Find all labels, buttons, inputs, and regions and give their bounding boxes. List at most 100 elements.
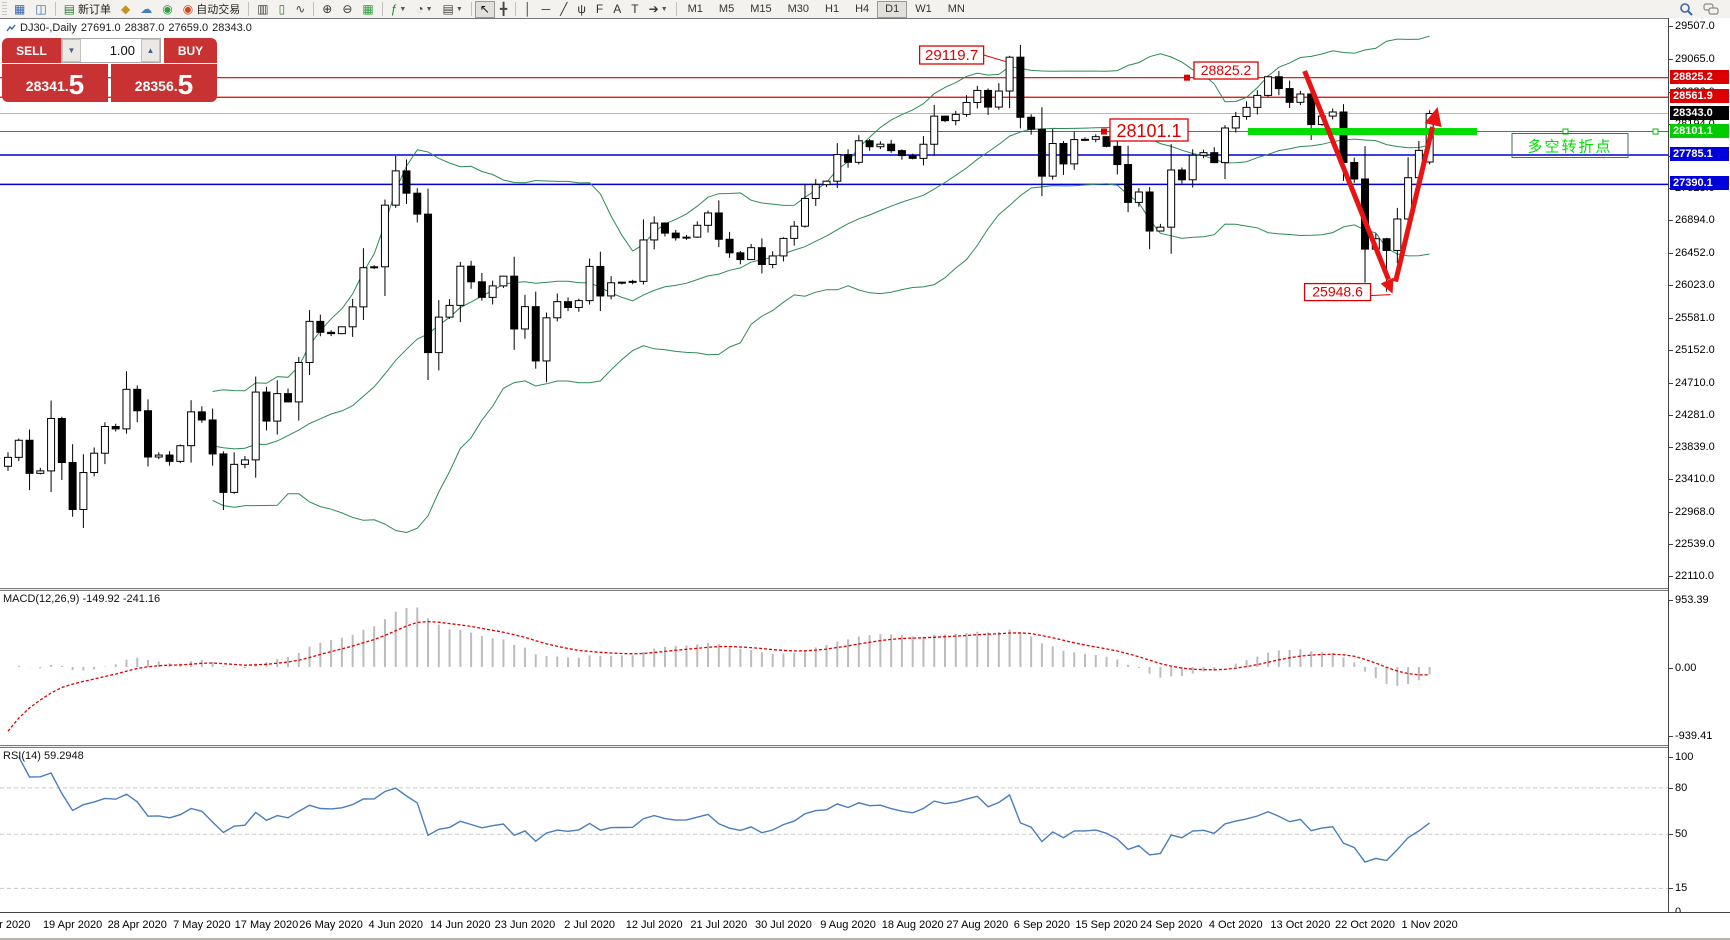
tf-h4[interactable]: H4 — [855, 3, 870, 15]
macd-histogram — [17, 607, 1431, 686]
bearish-candle — [1274, 76, 1283, 90]
cursor-glyph: ↖ — [479, 2, 490, 16]
pivot-text-annotation[interactable]: 多空转折点 — [1511, 133, 1629, 159]
rsi-tick-mark — [1669, 888, 1673, 890]
date-tick-label: 30 Jul 2020 — [754, 919, 812, 931]
pane-splitter-rsi[interactable] — [0, 745, 1730, 748]
pivot-price-annotation[interactable]: 28101.1 — [1109, 118, 1189, 142]
buy-price-tile[interactable]: 28356. 5 — [111, 64, 217, 102]
line-chart-icon-glyph: ∿ — [295, 2, 306, 16]
profile-cloud-icon[interactable]: ☁ — [135, 1, 157, 18]
indicators-button[interactable]: ƒ ▼ — [386, 1, 412, 18]
price-tick-mark — [1669, 576, 1673, 577]
pane-splitter-macd[interactable] — [0, 588, 1730, 591]
date-axis[interactable]: Apr 2020 19 Apr 2020 28 Apr 2020 7 May 2020… — [0, 912, 1730, 938]
toolbar-separator — [515, 2, 517, 16]
trough-price-annotation[interactable]: 25948.6 — [1303, 282, 1372, 302]
price-tick-mark — [1669, 414, 1673, 416]
bullish-candle — [176, 445, 185, 462]
new-order-button[interactable]: ▤ 新订单 — [59, 1, 116, 18]
trendline-button[interactable]: ╱ — [555, 1, 572, 18]
toolbar-separator — [54, 2, 56, 16]
periods-button[interactable]: ◔ ▼ — [411, 1, 437, 18]
signal-icon[interactable]: ◉ — [157, 1, 177, 18]
macd-pane[interactable] — [0, 591, 1668, 745]
bullish-candle — [1048, 143, 1057, 177]
tf-m15[interactable]: M15 — [750, 3, 772, 15]
toolbar-separator — [248, 2, 250, 16]
autotrade-button[interactable]: ◉ 自动交易 — [178, 1, 245, 18]
bearish-candle — [144, 410, 153, 458]
tf-mn[interactable]: MN — [947, 3, 965, 15]
bearish-candle — [284, 393, 293, 403]
sell-price-tile[interactable]: 28341. 5 — [2, 64, 108, 102]
toolbar-separator — [675, 2, 677, 16]
date-tick-label: 2 Jul 2020 — [564, 919, 615, 931]
tf-h1[interactable]: H1 — [825, 3, 840, 15]
date-tick-label: 28 Apr 2020 — [107, 919, 167, 931]
candle-chart-icon[interactable]: ▯ — [274, 1, 291, 18]
bullish-candle — [1091, 136, 1100, 140]
buy-button[interactable]: BUY — [164, 38, 217, 63]
fibonacci-button[interactable]: F — [591, 1, 608, 18]
tf-d1[interactable]: D1 — [877, 0, 908, 18]
market-watch-icon[interactable]: ◫ — [30, 1, 51, 18]
bearish-candle — [1210, 152, 1219, 164]
rsi-pane[interactable] — [0, 748, 1668, 912]
arrows-button[interactable]: ➔ ▼ — [644, 1, 673, 18]
bullish-candle — [930, 115, 939, 145]
charts-window-icon[interactable]: ▦ — [9, 1, 30, 18]
bullish-candle — [391, 170, 400, 206]
tf-m30[interactable]: M30 — [787, 3, 809, 15]
rsi-tick-mark — [1669, 834, 1673, 836]
rsi-canvas — [0, 756, 1668, 889]
price-tick-mark — [1669, 382, 1673, 384]
volume-increase-button[interactable]: ▲ — [141, 39, 160, 62]
line-chart-icon[interactable]: ∿ — [290, 1, 310, 18]
bearish-candle — [908, 155, 917, 159]
horizontal-line-button[interactable]: ─ — [537, 1, 556, 18]
volume-value[interactable]: 1.00 — [109, 43, 135, 58]
bearish-candle — [424, 213, 433, 354]
main-chart-pane[interactable]: 29119.7 28825.2 28101.1 25948.6 多空转折点 — [0, 18, 1668, 588]
search-icon[interactable] — [1674, 1, 1698, 18]
date-tick-label: 4 Jun 2020 — [368, 919, 423, 931]
channel-button[interactable]: ψ — [572, 1, 591, 18]
vertical-line-button[interactable]: │ — [519, 1, 537, 18]
bearish-candle — [940, 115, 949, 122]
bar-chart-icon[interactable]: ▥ — [252, 1, 273, 18]
styles-icon[interactable]: ◆ — [116, 1, 135, 18]
templates-button[interactable]: ▤ ▼ — [438, 1, 468, 18]
buy-price-dot: . — [173, 78, 178, 94]
peak-price-annotation[interactable]: 29119.7 — [918, 45, 985, 65]
bearish-candle — [865, 140, 874, 148]
bullish-candle — [574, 300, 583, 308]
sell-button[interactable]: SELL — [2, 38, 61, 63]
resistance-price-annotation[interactable]: 28825.2 — [1193, 61, 1259, 80]
price-axis[interactable]: 29507.029065.028626.028194.027752.027323… — [1668, 18, 1730, 918]
bullish-candle — [585, 265, 594, 302]
cursor-button[interactable]: ↖ — [474, 0, 495, 18]
horizontal-line-glyph: ─ — [541, 2, 551, 16]
trendline-glyph: ╱ — [560, 2, 568, 16]
tf-w1[interactable]: W1 — [915, 3, 932, 15]
price-chart-canvas[interactable]: 29119.7 28825.2 28101.1 25948.6 多空转折点 — [0, 19, 1668, 589]
zoom-in-button[interactable]: ⊕ — [317, 1, 337, 18]
tile-windows-button[interactable]: ▦ — [357, 1, 378, 18]
bullish-candle — [790, 225, 799, 239]
crosshair-button[interactable]: ╋ — [495, 1, 512, 18]
volume-decrease-button[interactable]: ▼ — [62, 39, 81, 62]
bearish-candle — [25, 439, 34, 474]
label-button[interactable]: T — [626, 1, 643, 18]
zoom-out-button[interactable]: ⊖ — [337, 1, 357, 18]
macd-scale-label: 0.00 — [1675, 662, 1697, 674]
sell-price-main: 28341 — [25, 78, 65, 94]
rsi-scale-label: 50 — [1675, 828, 1688, 841]
tf-m5[interactable]: M5 — [718, 3, 735, 15]
trendline-handle[interactable] — [1652, 128, 1659, 135]
sell-price-dot: . — [64, 78, 69, 94]
volume-spinner: ▼ 1.00 ▲ — [61, 38, 161, 63]
text-button[interactable]: A — [608, 1, 626, 18]
chat-icon[interactable] — [1698, 1, 1724, 18]
tf-m1[interactable]: M1 — [687, 3, 703, 15]
